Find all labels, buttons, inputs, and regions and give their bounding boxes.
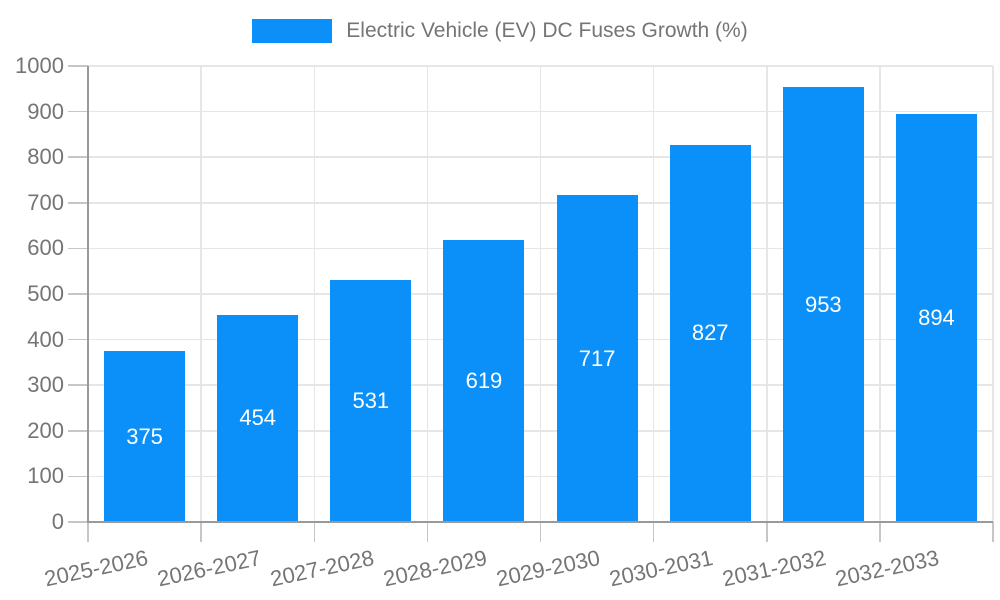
- x-tick-label: 2031-2032: [720, 545, 829, 592]
- bar-value-label: 953: [804, 291, 842, 317]
- legend-label: Electric Vehicle (EV) DC Fuses Growth (%…: [346, 19, 748, 42]
- x-gridline: [313, 66, 315, 522]
- bar[interactable]: [669, 144, 751, 522]
- x-tick: [766, 522, 768, 542]
- y-tick-label: 200: [27, 417, 64, 443]
- x-gridline: [879, 66, 881, 522]
- y-tick: [68, 156, 88, 158]
- x-axis-line: [87, 521, 993, 523]
- x-tick-label: 2029-2030: [494, 545, 603, 592]
- x-tick-label: 2025-2026: [41, 545, 150, 592]
- bar-value-label: 531: [352, 387, 390, 413]
- x-gridline: [652, 66, 655, 522]
- y-tick-label: 0: [51, 509, 64, 534]
- x-tick: [539, 522, 542, 542]
- bar[interactable]: [104, 351, 186, 522]
- x-tick: [200, 522, 202, 542]
- y-tick: [68, 293, 88, 295]
- y-tick-label: 500: [27, 281, 64, 306]
- x-tick-label: 2026-2027: [154, 545, 263, 592]
- x-gridline: [426, 66, 429, 522]
- x-tick: [87, 522, 89, 542]
- bar-value-label: 894: [918, 305, 955, 331]
- y-tick-label: 600: [27, 235, 64, 261]
- x-tick: [313, 522, 315, 542]
- x-gridline: [766, 66, 768, 522]
- y-tick: [68, 202, 88, 204]
- y-tick-label: 1000: [15, 53, 64, 78]
- bar[interactable]: [782, 87, 864, 522]
- bar[interactable]: [556, 195, 638, 522]
- y-tick: [68, 247, 88, 250]
- y-tick-label: 100: [27, 463, 64, 489]
- y-tick-label: 700: [27, 189, 64, 215]
- x-tick-label: 2027-2028: [267, 545, 377, 592]
- legend-swatch: [252, 19, 333, 43]
- bar-value-label: 375: [126, 423, 163, 449]
- bar[interactable]: [443, 239, 525, 522]
- bar-value-label: 454: [239, 405, 277, 431]
- x-tick-label: 2030-2031: [607, 545, 716, 592]
- y-axis-line: [87, 66, 89, 523]
- bar-value-label: 827: [691, 320, 729, 346]
- x-gridline: [200, 66, 202, 522]
- bar[interactable]: [217, 314, 299, 522]
- x-tick: [879, 522, 881, 542]
- x-tick-label: 2032-2033: [833, 545, 942, 592]
- x-tick: [652, 522, 655, 542]
- bar[interactable]: [330, 279, 412, 522]
- x-tick-label: 2028-2029: [381, 545, 490, 592]
- y-tick: [68, 65, 88, 67]
- y-tick: [68, 521, 88, 523]
- y-tick: [68, 338, 88, 341]
- y-tick-label: 800: [27, 144, 64, 170]
- y-tick: [68, 475, 88, 478]
- y-tick: [68, 430, 88, 432]
- bar-value-label: 619: [465, 367, 503, 393]
- y-tick: [68, 384, 88, 386]
- x-gridline: [539, 66, 542, 522]
- x-tick: [426, 522, 429, 542]
- y-tick: [68, 110, 88, 113]
- x-gridline: [992, 66, 994, 522]
- y-tick-label: 400: [27, 326, 64, 352]
- bar[interactable]: [895, 114, 977, 522]
- x-tick: [992, 522, 994, 542]
- legend: Electric Vehicle (EV) DC Fuses Growth (%…: [0, 19, 1000, 43]
- y-tick-label: 900: [27, 98, 64, 124]
- bar-value-label: 717: [578, 345, 616, 371]
- y-tick-label: 300: [27, 372, 64, 398]
